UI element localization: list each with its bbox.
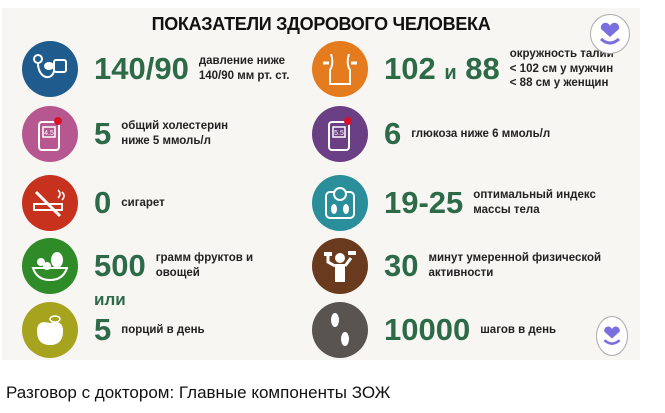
metric-description: общий холестерин ниже 5 ммоль/л xyxy=(121,120,229,147)
heart-logo-badge-small[interactable] xyxy=(596,316,628,356)
metric-value: 5 xyxy=(94,312,112,347)
metric-value: 500 xyxy=(94,248,146,283)
metric-fruit-grams: 500 грамм фруктов и овощей xyxy=(22,238,253,294)
no-smoking-icon xyxy=(22,175,78,231)
metric-waist: 102 и 88 окружность талии < 102 см у муж… xyxy=(312,41,614,97)
metric-description: шагов в день xyxy=(480,323,557,336)
metric-value: 6 xyxy=(384,116,402,151)
apple-icon xyxy=(22,302,78,358)
dumbbell-person-icon xyxy=(312,238,368,294)
metric-value: 5 xyxy=(94,116,112,151)
metric-description: порций в день xyxy=(121,323,205,336)
metric-description: минут умеренной физической активности xyxy=(428,252,602,279)
metric-bmi: 19-25 оптимальный индекс массы тела xyxy=(312,175,596,231)
metric-activity: 30 минут умеренной физической активности xyxy=(312,238,601,294)
scale-icon xyxy=(312,175,368,231)
metric-portions: 5 порций в день xyxy=(22,302,205,358)
metric-steps: 10000 шагов в день xyxy=(312,302,556,358)
heart-logo-badge[interactable] xyxy=(590,14,630,54)
heart-smile-icon xyxy=(603,326,621,345)
metric-value: 30 xyxy=(384,248,419,283)
metric-cholesterol: 4.5 5 общий холестерин ниже 5 ммоль/л xyxy=(22,106,228,162)
waist-icon xyxy=(312,41,368,97)
metric-description: сигарет xyxy=(121,196,165,209)
metric-description: грамм фруктов и овощей xyxy=(155,252,254,279)
heart-smile-icon xyxy=(600,22,620,45)
metric-cigarettes: 0 сигарет xyxy=(22,175,165,231)
fruit-bowl-icon xyxy=(22,238,78,294)
metric-value: 10000 xyxy=(384,312,471,347)
svg-text:5.5: 5.5 xyxy=(334,130,344,137)
infographic-title: ПОКАЗАТЕЛИ ЗДОРОВОГО ЧЕЛОВЕКА xyxy=(151,14,491,34)
metric-description: окружность талии < 102 см у мужчин < 88 … xyxy=(509,47,614,90)
svg-text:4.5: 4.5 xyxy=(44,130,54,137)
metric-value: 140/90 xyxy=(94,51,189,86)
article-caption[interactable]: Разговор с доктором: Главные компоненты … xyxy=(6,383,391,402)
or-label: или xyxy=(94,290,126,309)
metric-blood-pressure: 140/90 давление ниже 140/90 мм рт. ст. xyxy=(22,41,290,97)
metric-value: 102 и 88 xyxy=(384,51,500,86)
glucose-meter-icon: 5.5 xyxy=(312,106,368,162)
cholesterol-meter-icon: 4.5 xyxy=(22,106,78,162)
footprints-icon xyxy=(312,302,368,358)
metric-glucose: 5.5 6 глюкоза ниже 6 ммоль/л xyxy=(312,106,550,162)
metric-description: оптимальный индекс массы тела xyxy=(473,189,596,216)
metric-value: 0 xyxy=(94,185,112,220)
infographic: ПОКАЗАТЕЛИ ЗДОРОВОГО ЧЕЛОВЕКА 140/90 дав… xyxy=(2,8,640,360)
metric-value: 19-25 xyxy=(384,185,464,220)
metric-description: давление ниже 140/90 мм рт. ст. xyxy=(198,55,290,82)
metric-description: глюкоза ниже 6 ммоль/л xyxy=(411,127,551,140)
blood-pressure-icon xyxy=(22,41,78,97)
